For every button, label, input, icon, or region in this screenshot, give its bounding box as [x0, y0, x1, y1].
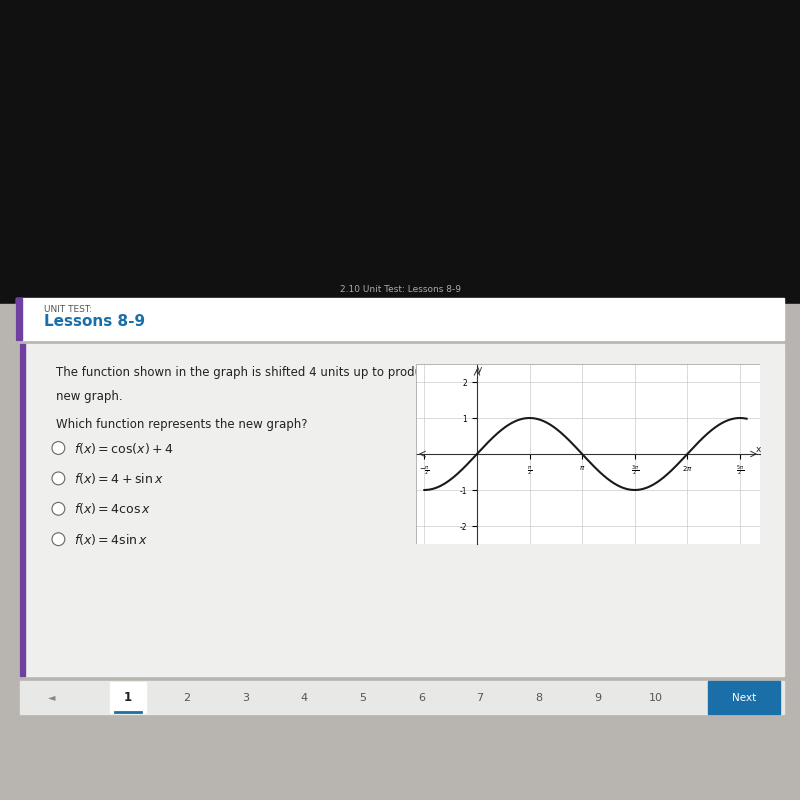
Text: $f(x) = 4\cos x$: $f(x) = 4\cos x$: [74, 502, 152, 516]
Text: x: x: [756, 445, 761, 454]
Bar: [110, 682, 146, 713]
Circle shape: [52, 442, 65, 454]
Text: ◄: ◄: [48, 693, 56, 702]
Circle shape: [52, 472, 65, 485]
Text: Lessons 8-9: Lessons 8-9: [44, 314, 145, 329]
Text: 5: 5: [359, 693, 366, 702]
Text: 2: 2: [183, 693, 190, 702]
Text: y: y: [477, 365, 482, 374]
Text: 10: 10: [649, 693, 663, 702]
Text: 3: 3: [242, 693, 249, 702]
Circle shape: [52, 502, 65, 515]
Bar: [20, 344, 784, 676]
Text: $f(x) = 4 + \sin x$: $f(x) = 4 + \sin x$: [74, 471, 164, 486]
Text: Next: Next: [732, 693, 756, 702]
Bar: [0, 0, 800, 304]
Bar: [20, 344, 25, 676]
Text: 8: 8: [535, 693, 542, 702]
Text: new graph.: new graph.: [56, 390, 122, 403]
Bar: [16, 298, 22, 340]
Text: 9: 9: [594, 693, 601, 702]
Text: 2.10 Unit Test: Lessons 8-9: 2.10 Unit Test: Lessons 8-9: [339, 286, 461, 294]
Text: Which function represents the new graph?: Which function represents the new graph?: [56, 418, 307, 431]
Text: The function shown in the graph is shifted 4 units up to produce a: The function shown in the graph is shift…: [56, 366, 446, 379]
Text: 1: 1: [124, 691, 132, 704]
Bar: [708, 681, 780, 714]
Text: $f(x) = 4\sin x$: $f(x) = 4\sin x$: [74, 532, 149, 546]
Text: UNIT TEST:: UNIT TEST:: [44, 305, 92, 314]
Text: $f(x) = \cos(x) + 4$: $f(x) = \cos(x) + 4$: [74, 441, 174, 455]
Bar: [20, 681, 784, 714]
Text: 7: 7: [477, 693, 483, 702]
Text: 6: 6: [418, 693, 425, 702]
Circle shape: [52, 533, 65, 546]
Bar: [0, 304, 800, 800]
Bar: [16, 298, 784, 340]
Text: 4: 4: [301, 693, 307, 702]
